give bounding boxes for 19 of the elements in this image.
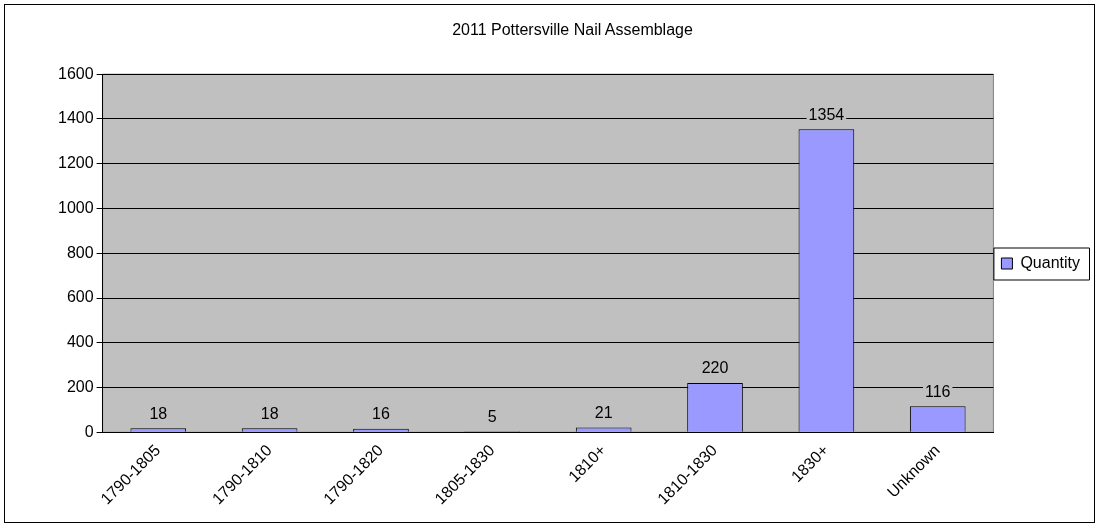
data-label: 220 (701, 359, 729, 377)
y-tick-label: 800 (66, 243, 94, 261)
y-tick-label: 1600 (58, 64, 94, 82)
legend-label: Quantity (1020, 253, 1081, 271)
data-label: 18 (260, 404, 279, 422)
y-tick-label: 400 (66, 333, 94, 351)
y-tick-label: 600 (66, 288, 94, 306)
chart-title: 2011 Pottersville Nail Assemblage (452, 21, 693, 39)
y-tick-label: 1200 (58, 154, 94, 172)
data-label: 18 (149, 404, 168, 422)
data-label: 116 (924, 382, 951, 400)
data-label: 5 (487, 407, 497, 425)
y-tick-label: 1400 (58, 109, 94, 127)
y-tick-label: 0 (84, 422, 94, 440)
data-label: 21 (594, 404, 613, 422)
data-label: 16 (372, 405, 390, 423)
y-tick-label: 200 (66, 377, 94, 395)
y-tick-label: 1000 (58, 198, 94, 216)
data-label: 1354 (808, 105, 845, 123)
